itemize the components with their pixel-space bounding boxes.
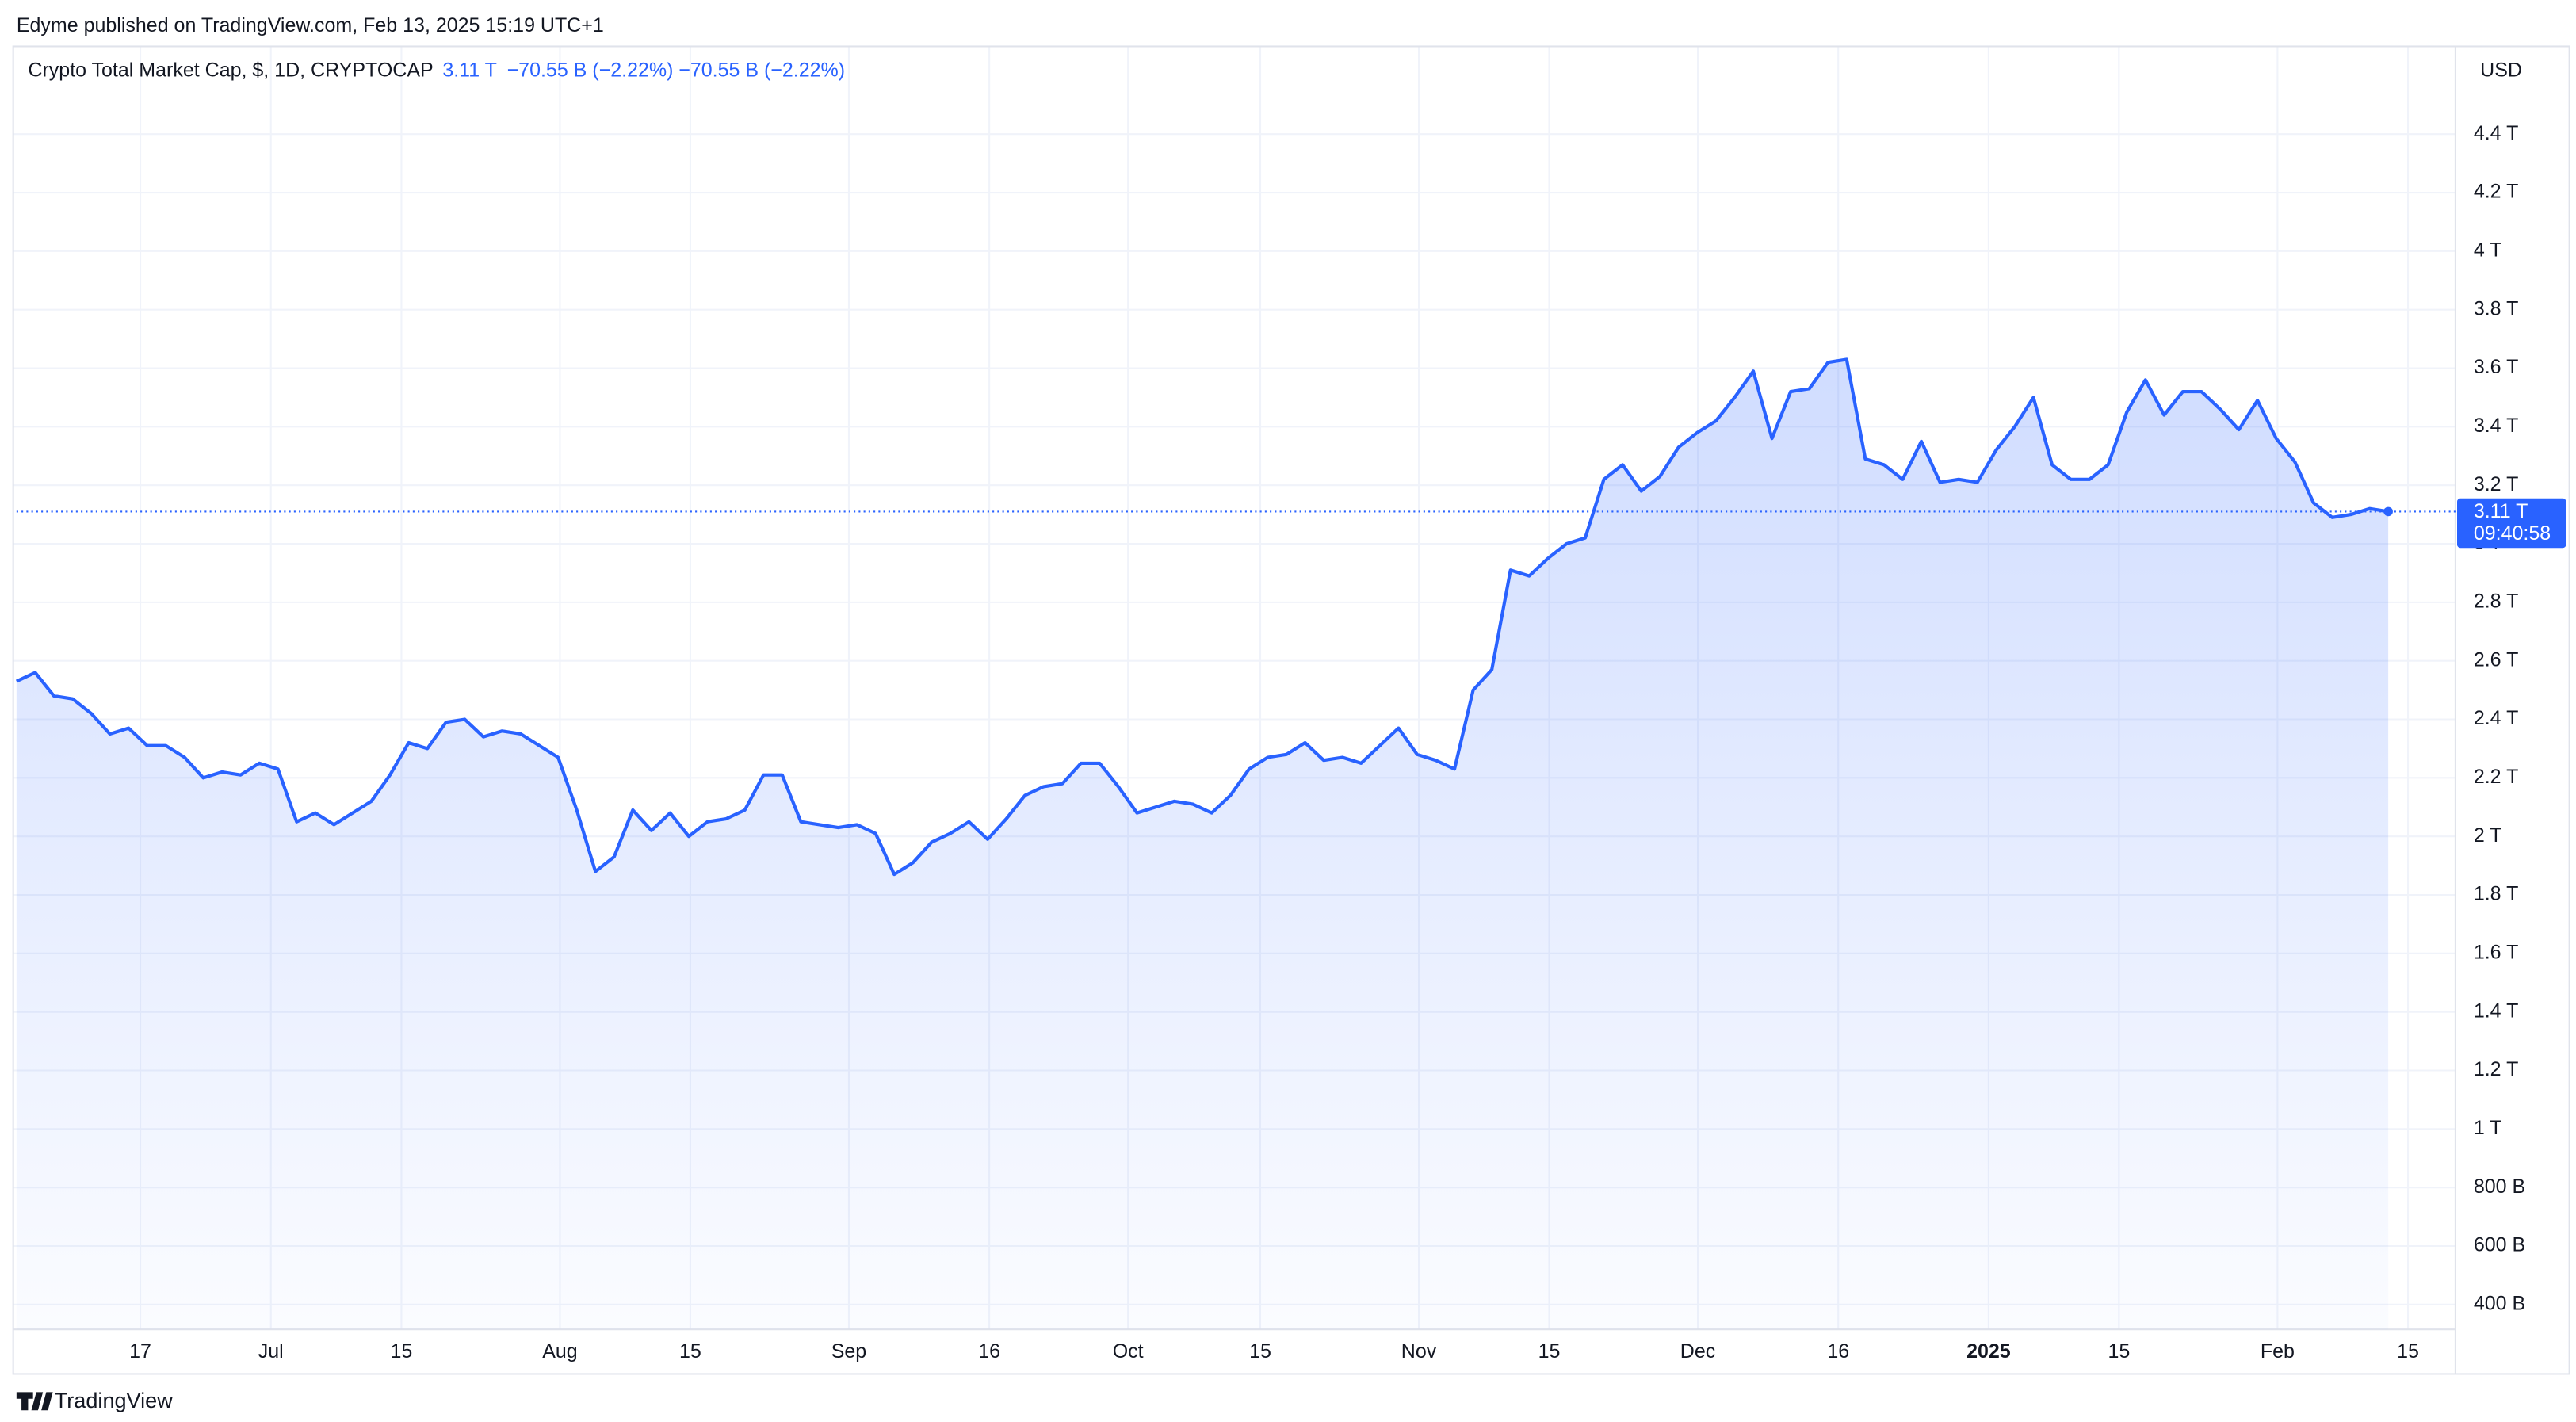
- y-tick-label: 1.8 T: [2474, 883, 2519, 905]
- legend-value: 3.11 T: [442, 59, 497, 81]
- x-tick-label: 15: [2397, 1340, 2419, 1363]
- y-tick-label: 3.8 T: [2474, 297, 2519, 319]
- y-tick-label: 800 B: [2474, 1175, 2525, 1198]
- x-tick-label: Oct: [1113, 1340, 1144, 1363]
- y-tick-label: 3.6 T: [2474, 356, 2519, 378]
- x-tick-label: Dec: [1680, 1340, 1715, 1363]
- y-tick-label: 1.4 T: [2474, 1000, 2519, 1022]
- x-tick-label: Nov: [1401, 1340, 1437, 1363]
- last-price-label: 3.11 T: [2474, 500, 2528, 522]
- brand: TradingView: [55, 1388, 173, 1412]
- area: [16, 359, 2389, 1330]
- y-tick-label: 400 B: [2474, 1292, 2525, 1314]
- x-tick-label: 2025: [1966, 1340, 2011, 1363]
- y-tick-label: 4.2 T: [2474, 181, 2519, 203]
- countdown: 09:40:58: [2474, 522, 2551, 545]
- currency: USD: [2480, 59, 2522, 81]
- brand-logo: [16, 1392, 53, 1411]
- y-tick-label: 3.4 T: [2474, 415, 2519, 437]
- y-tick-label: 4.4 T: [2474, 122, 2519, 144]
- x-tick-label: 15: [679, 1340, 701, 1363]
- legend-change: −70.55 B (−2.22%): [678, 59, 845, 81]
- y-tick-label: 3.2 T: [2474, 473, 2519, 495]
- legend-title: Crypto Total Market Cap, $, 1D, CRYPTOCA…: [28, 59, 433, 81]
- x-tick-label: 15: [1249, 1340, 1271, 1363]
- y-tick-label: 4 T: [2474, 239, 2502, 261]
- y-tick-label: 1.2 T: [2474, 1058, 2519, 1080]
- x-tick-label: Aug: [542, 1340, 577, 1363]
- x-tick-label: 16: [1827, 1340, 1849, 1363]
- last-point: [2383, 506, 2393, 517]
- x-tick-label: 17: [129, 1340, 151, 1363]
- x-tick-label: 15: [1538, 1340, 1561, 1363]
- x-tick-label: 15: [2108, 1340, 2130, 1363]
- x-tick-label: Sep: [831, 1340, 866, 1363]
- x-tick-label: Feb: [2261, 1340, 2295, 1363]
- price-line: [15, 357, 2389, 877]
- y-tick-label: 2.4 T: [2474, 707, 2519, 729]
- y-tick-label: 1.6 T: [2474, 941, 2519, 963]
- y-tick-label: 2.8 T: [2474, 590, 2519, 612]
- legend-change: −70.55 B (−2.22%): [507, 59, 674, 81]
- y-tick-label: 2.6 T: [2474, 648, 2519, 671]
- published: Edyme published on TradingView.com, Feb …: [17, 14, 604, 36]
- x-tick-label: 15: [391, 1340, 413, 1363]
- y-tick-label: 1 T: [2474, 1117, 2502, 1139]
- y-tick-label: 2 T: [2474, 824, 2502, 847]
- y-tick-label: 600 B: [2474, 1234, 2525, 1256]
- x-tick-label: 16: [978, 1340, 1000, 1363]
- frame: [12, 45, 2570, 1375]
- last-price-badge: [2457, 498, 2566, 549]
- y-tick-label: 2.2 T: [2474, 766, 2519, 788]
- x-tick-label: Jul: [258, 1340, 284, 1363]
